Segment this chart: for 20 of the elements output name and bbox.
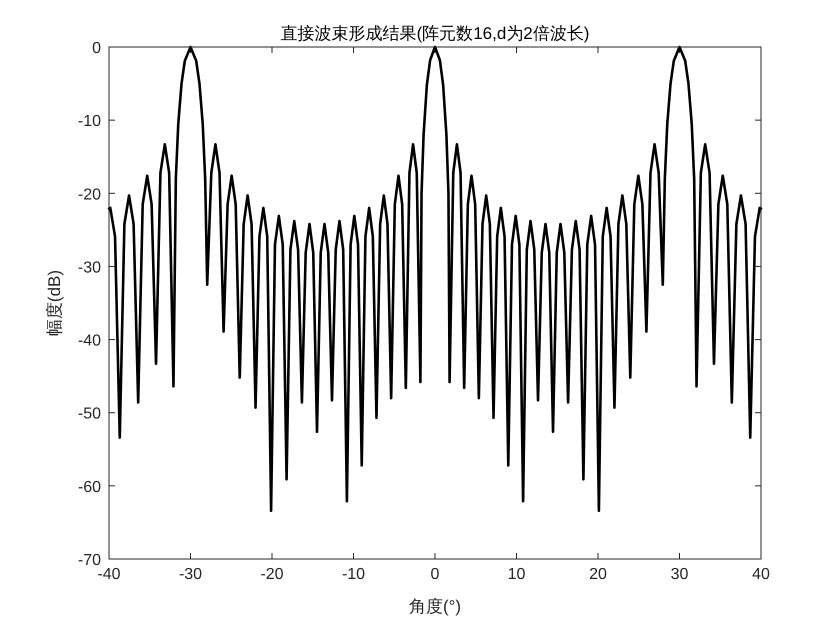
ytick: -20 <box>78 186 101 204</box>
ytick: 0 <box>92 40 101 57</box>
xtick: -30 <box>178 566 202 583</box>
xtick: 10 <box>508 566 526 583</box>
ytick: -10 <box>78 113 101 130</box>
ytick: -40 <box>78 332 101 350</box>
ytick: -50 <box>78 406 101 423</box>
xtick: -10 <box>342 566 366 583</box>
ytick: -60 <box>78 478 101 496</box>
title: 直接波束形成结果(阵元数16,d为2倍波长) <box>280 24 590 43</box>
xtick: 0 <box>430 566 440 583</box>
ytick: -30 <box>78 259 101 276</box>
ylabel: 幅度(dB) <box>45 270 64 336</box>
xtick: -20 <box>260 566 284 583</box>
xtick: -40 <box>97 566 121 583</box>
ytick: -70 <box>78 552 101 569</box>
xtick: 30 <box>670 566 688 583</box>
xtick: 40 <box>752 566 770 583</box>
xtick: 20 <box>589 566 607 583</box>
xlabel: 角度(°) <box>408 597 462 616</box>
